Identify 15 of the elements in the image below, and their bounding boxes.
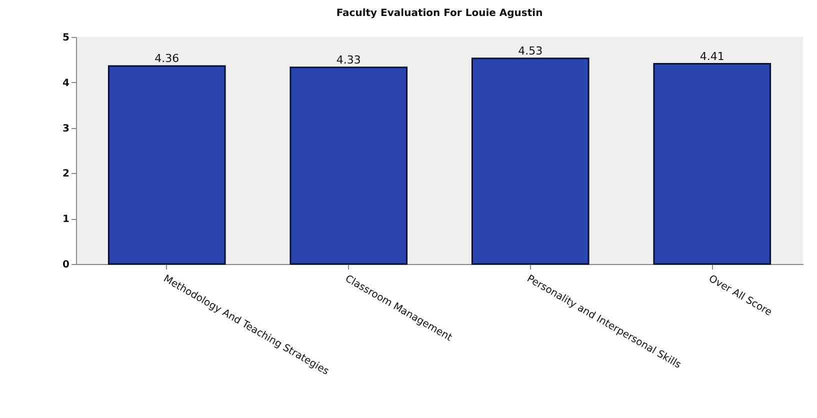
y-tick-label: 1 — [62, 214, 70, 226]
data-label: 4.36 — [154, 52, 180, 66]
bar — [471, 58, 590, 265]
bar — [108, 65, 226, 265]
y-tick-label: 2 — [62, 168, 70, 180]
y-tick-label: 5 — [62, 32, 70, 44]
chart-title: Faculty Evaluation For Louie Agustin — [336, 8, 543, 19]
data-label: 4.41 — [700, 50, 724, 63]
data-label: 4.53 — [518, 44, 543, 58]
bar — [290, 66, 408, 265]
y-tick-label: 3 — [62, 123, 70, 134]
data-label: 4.33 — [336, 53, 361, 66]
bar — [653, 63, 772, 265]
y-tick-label: 0 — [62, 260, 70, 270]
y-tick-label: 4 — [62, 78, 70, 89]
